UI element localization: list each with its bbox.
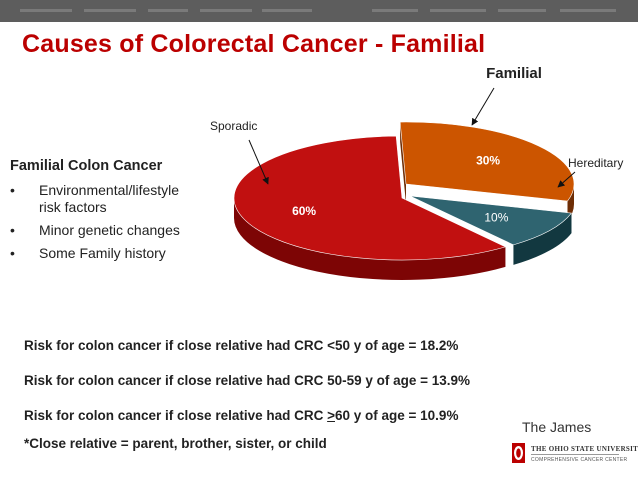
risk-60-plus: Risk for colon cancer if close relative … xyxy=(24,408,458,423)
banner-decoration xyxy=(200,9,252,12)
banner-decoration xyxy=(84,9,136,12)
callout-arrow-hereditary xyxy=(557,171,576,188)
familial-colon-cancer-panel: Familial Colon Cancer • Environmental/li… xyxy=(10,158,215,268)
factor-list: • Environmental/lifestyle risk factors •… xyxy=(10,182,215,262)
logo-name: The James xyxy=(522,419,592,435)
callouts: Familial Hereditary Sporadic xyxy=(210,65,623,188)
callout-familial: Familial xyxy=(486,65,542,82)
pie-slice-tops xyxy=(233,121,575,261)
callout-arrow-familial xyxy=(471,87,495,126)
logo-subtitle: COMPREHENSIVE CANCER CENTER xyxy=(531,457,628,463)
banner-decoration xyxy=(372,9,418,12)
slice-label-hereditary: 10% xyxy=(484,211,508,225)
list-item-text: Some Family history xyxy=(39,245,166,261)
risk-50-59: Risk for colon cancer if close relative … xyxy=(24,373,471,388)
list-item: • Environmental/lifestyle risk factors xyxy=(10,182,215,216)
pie-side-sporadic xyxy=(234,198,506,280)
slice-label-familial: 30% xyxy=(476,153,500,167)
pie-slice-sporadic xyxy=(233,135,507,261)
bullet-icon: • xyxy=(10,182,15,198)
banner-decoration xyxy=(262,9,312,12)
banner-decoration xyxy=(148,9,188,12)
logo-university: THE OHIO STATE UNIVERSITY xyxy=(531,445,638,453)
ohio-state-logo-icon xyxy=(512,443,525,463)
greater-equal-symbol: > xyxy=(327,408,335,423)
risk-60-plus-value: 60 y of age = 10.9% xyxy=(335,408,459,423)
bullet-icon: • xyxy=(10,245,15,261)
callout-sporadic: Sporadic xyxy=(210,119,257,133)
risk-60-plus-text: Risk for colon cancer if close relative … xyxy=(24,408,328,423)
banner-decoration xyxy=(430,9,486,12)
banner-decoration xyxy=(560,9,616,12)
callout-arrow-sporadic xyxy=(248,139,269,185)
callout-hereditary: Hereditary xyxy=(568,156,623,170)
list-item-text: Minor genetic changes xyxy=(39,222,180,238)
list-item: • Minor genetic changes xyxy=(10,222,215,239)
top-banner xyxy=(0,0,638,22)
pie-slice-hereditary xyxy=(409,195,573,246)
panel-heading: Familial Colon Cancer xyxy=(10,158,163,174)
pie-wall-familial xyxy=(400,122,406,204)
list-item-text: risk factors xyxy=(39,199,107,215)
pie-slice-familial xyxy=(399,121,575,202)
list-item-text: Environmental/lifestyle xyxy=(39,182,180,198)
slide-title: Causes of Colorectal Cancer - Familial xyxy=(22,30,486,58)
list-item: • Some Family history xyxy=(10,245,215,262)
pie-slice-labels: 30% 10% 60% xyxy=(292,153,509,224)
banner-decoration xyxy=(498,9,546,12)
risk-under-50: Risk for colon cancer if close relative … xyxy=(24,338,459,353)
bullet-icon: • xyxy=(10,222,15,238)
logo-divider xyxy=(531,454,619,455)
banner-decoration xyxy=(20,9,72,12)
slice-label-sporadic: 60% xyxy=(292,204,316,218)
close-relative-note: *Close relative = parent, brother, siste… xyxy=(24,436,327,451)
